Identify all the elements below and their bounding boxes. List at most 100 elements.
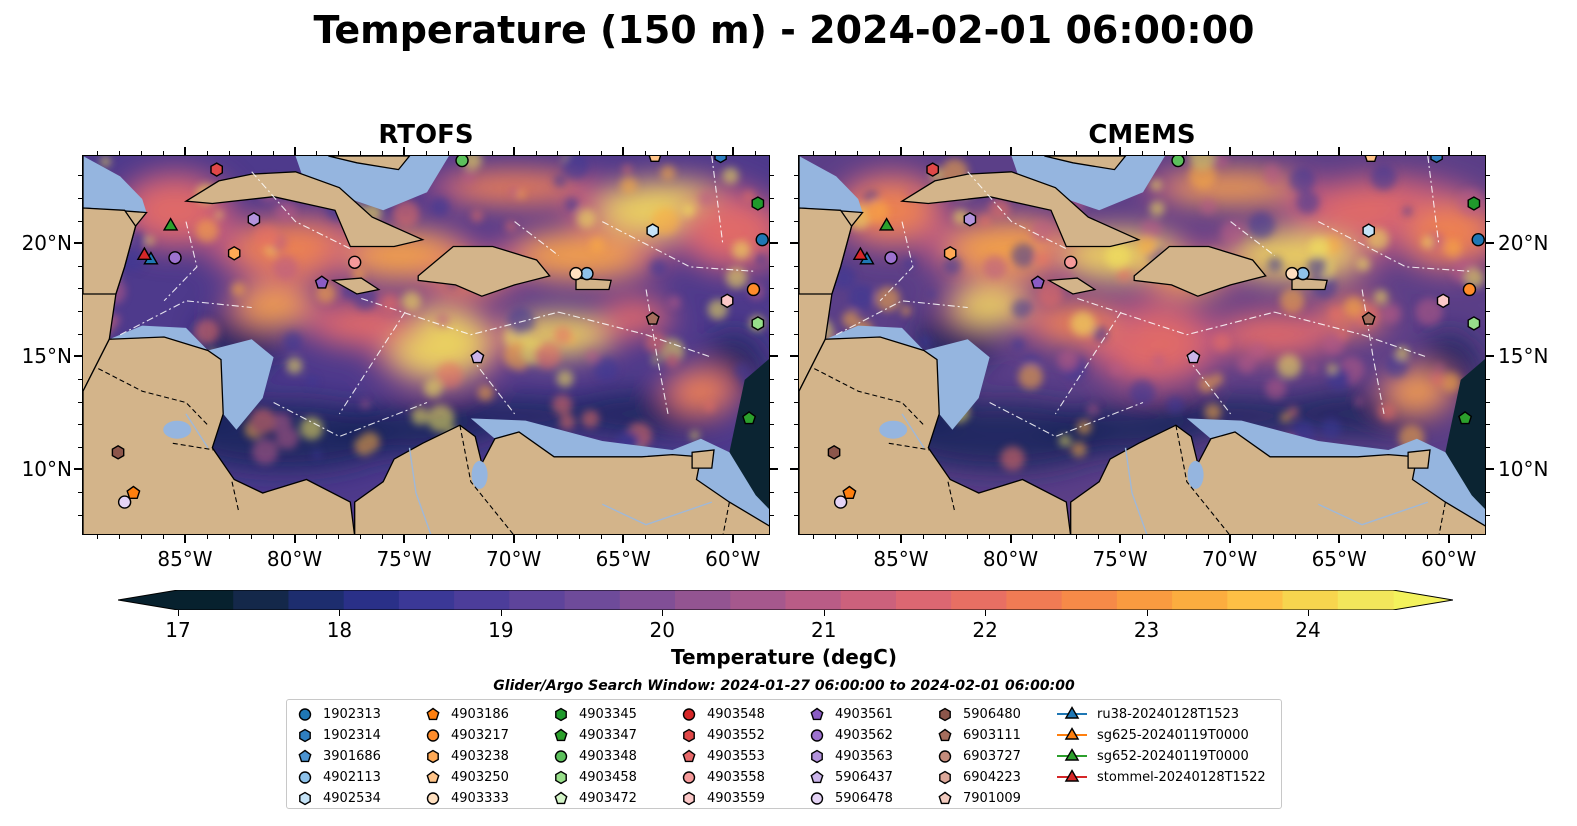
legend-item: 5906480	[937, 704, 1021, 724]
land-jamaica	[1046, 277, 1097, 295]
lon-tick-label: 60°W	[1421, 547, 1477, 571]
argo-float-4903250	[648, 156, 662, 162]
minor-tick	[316, 535, 318, 539]
colorbar-segment	[1061, 590, 1118, 610]
legend-label: 4903217	[451, 727, 509, 743]
minor-tick	[1229, 151, 1231, 155]
minor-tick	[272, 535, 274, 539]
minor-tick	[294, 151, 296, 155]
minor-tick	[794, 424, 798, 426]
figure-title: Temperature (150 m) - 2024-02-01 06:00:0…	[313, 8, 1255, 52]
minor-tick	[360, 535, 362, 539]
glider-sg652	[162, 217, 179, 231]
argo-float-4903238	[943, 245, 957, 261]
minor-tick	[879, 151, 881, 155]
argo-float-6903111	[645, 311, 660, 325]
lon-tick-label: 80°W	[982, 547, 1039, 571]
minor-tick	[966, 151, 968, 155]
glider-stommel	[136, 246, 153, 260]
glider-sg652	[878, 217, 895, 231]
minor-tick	[1448, 535, 1450, 539]
minor-tick	[1339, 151, 1341, 155]
legend-marker-pentagon-icon	[426, 770, 440, 784]
legend-label: 3901686	[323, 748, 381, 764]
minor-tick	[988, 151, 990, 155]
minor-tick	[1486, 446, 1490, 448]
minor-tick	[1163, 151, 1165, 155]
minor-tick	[794, 197, 798, 199]
minor-tick	[78, 401, 82, 403]
argo-float-5906437	[470, 349, 485, 364]
minor-tick	[732, 151, 734, 155]
lon-tick	[1009, 535, 1012, 543]
colorbar-tick	[1146, 610, 1148, 616]
minor-tick	[184, 151, 186, 155]
minor-tick	[579, 535, 581, 539]
minor-tick	[794, 243, 798, 245]
colorbar-segment	[1116, 590, 1173, 610]
minor-tick	[184, 535, 186, 539]
lat-tick-label-right: 15°N	[1498, 344, 1549, 369]
argo-float-4903348	[1171, 156, 1185, 168]
minor-tick	[1098, 151, 1100, 155]
land-hispaniola	[417, 245, 551, 297]
legend-marker-circle-icon	[298, 708, 312, 721]
minor-tick	[78, 424, 82, 426]
argo-float-4903333	[1285, 266, 1299, 281]
legend-symbol	[555, 770, 567, 785]
minor-tick	[513, 535, 515, 539]
minor-tick	[623, 151, 625, 155]
minor-tick	[794, 333, 798, 335]
minor-tick	[78, 514, 82, 516]
minor-tick	[1273, 535, 1275, 539]
colorbar-segment	[1337, 590, 1394, 610]
legend-label: 4903250	[451, 769, 509, 785]
lat-tick-right	[770, 355, 778, 358]
legend-label: 4903348	[579, 748, 637, 764]
minor-tick	[78, 446, 82, 448]
legend-symbol	[811, 749, 823, 764]
colorbar-segment	[840, 590, 897, 610]
argo-float-4903552	[926, 162, 939, 177]
minor-tick	[794, 469, 798, 471]
colorbar-label: Temperature (degC)	[671, 645, 897, 669]
legend-symbol	[938, 728, 952, 742]
minor-tick	[770, 356, 774, 358]
legend-item: sg625-20240119T0000	[1057, 725, 1249, 745]
minor-tick	[1486, 469, 1490, 471]
argo-float-1902313	[1471, 232, 1485, 247]
argo-float-4903552	[210, 162, 223, 177]
legend-item: 5906437	[809, 767, 893, 787]
minor-tick	[879, 535, 881, 539]
colorbar-tick	[339, 610, 341, 616]
legend-label: 6904223	[963, 769, 1021, 785]
land-yucatan	[799, 207, 853, 295]
lon-tick	[293, 535, 296, 543]
legend-item: 4903559	[681, 788, 765, 808]
minor-tick	[1207, 535, 1209, 539]
colorbar-tick-label: 23	[1133, 618, 1160, 642]
colorbar-tick-label: 17	[165, 618, 191, 642]
legend-marker-pentagon-icon	[938, 728, 952, 742]
minor-tick	[1032, 151, 1034, 155]
minor-tick	[1251, 151, 1253, 155]
legend-item: 4902534	[297, 788, 381, 808]
colorbar-segment	[895, 590, 952, 610]
minor-tick	[447, 535, 449, 539]
minor-tick	[78, 265, 82, 267]
legend-item: 4903333	[425, 788, 509, 808]
argo-float-4902113	[580, 266, 594, 281]
colorbar-bar	[117, 589, 1454, 611]
minor-tick	[770, 311, 774, 313]
shelf-nic	[923, 339, 990, 430]
minor-tick	[491, 151, 493, 155]
argo-float-4903345	[751, 196, 765, 211]
minor-tick	[1486, 378, 1490, 380]
minor-tick	[688, 535, 690, 539]
colorbar-tick	[662, 610, 664, 616]
lat-tick-label-right: 10°N	[1498, 457, 1549, 482]
argo-float-4903347	[1458, 411, 1473, 425]
legend-item: 4903238	[425, 746, 509, 766]
minor-tick	[338, 151, 340, 155]
minor-tick	[382, 151, 384, 155]
